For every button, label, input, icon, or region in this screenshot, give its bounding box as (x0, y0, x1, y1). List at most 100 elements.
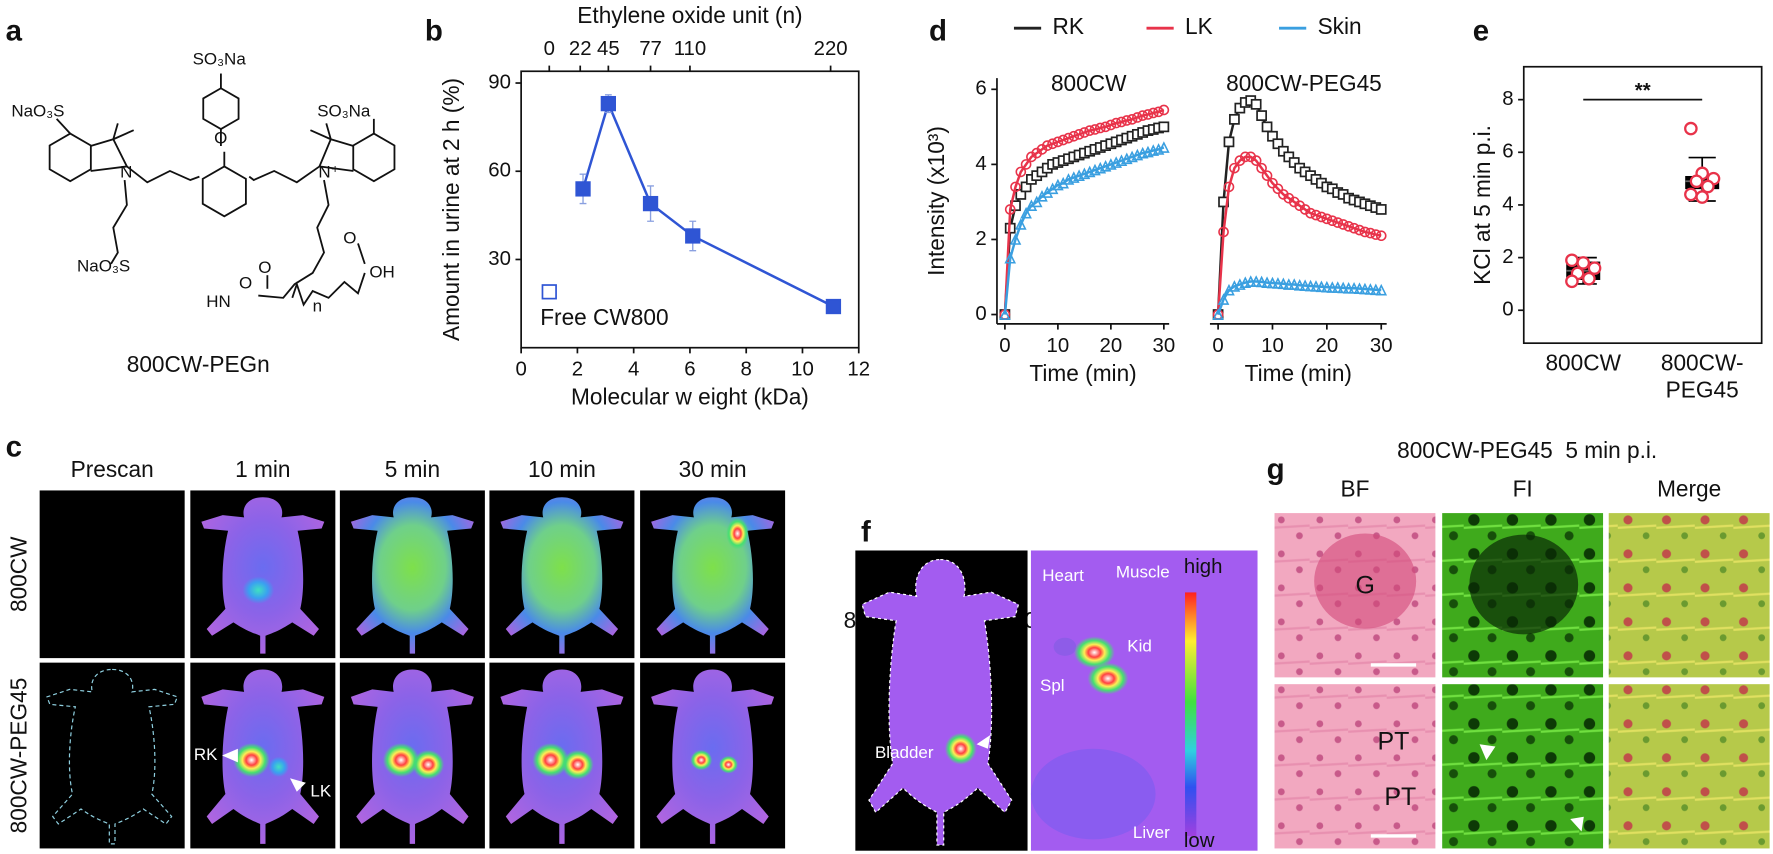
marker (1364, 283, 1377, 295)
marker (1014, 218, 1027, 230)
marker (1212, 308, 1224, 320)
colorbar (1185, 592, 1197, 836)
series-line (1003, 108, 1165, 315)
x-tick-label: 0 (515, 359, 526, 381)
marker (1250, 275, 1262, 287)
marker (1370, 229, 1382, 240)
micrograph (1274, 684, 1436, 849)
panel-label: f (861, 515, 871, 548)
y-tick-label: 8 (1502, 88, 1513, 110)
marker (1359, 226, 1371, 238)
organ-label: Muscle (1116, 563, 1170, 582)
organ-label: Bladder (875, 743, 934, 762)
marker (642, 195, 659, 212)
signal-spot (726, 517, 749, 550)
marker (1261, 276, 1273, 288)
organ (1030, 748, 1156, 840)
atom-label: N (120, 163, 132, 182)
organ-label: Kid (1127, 636, 1152, 655)
image-frame (39, 490, 185, 659)
bond-ring (201, 165, 247, 218)
marker (1217, 293, 1230, 305)
marker (1375, 230, 1387, 242)
x2-tick-label: 220 (814, 38, 848, 60)
row-label: 800CW-PEG45 (5, 678, 31, 834)
glomerulus (1469, 534, 1579, 635)
signal-spot (242, 576, 275, 604)
marker (1250, 98, 1262, 110)
x2-axis-label: Ethylene oxide unit (n) (577, 2, 802, 28)
marker (1229, 113, 1240, 125)
marker (1354, 224, 1365, 236)
colorbar-label: high (1184, 556, 1223, 578)
subplot-title: 800CW-PEG45 (1226, 70, 1382, 96)
marker (1282, 278, 1295, 290)
marker (1255, 275, 1268, 288)
data-point (1684, 121, 1698, 136)
marker (1261, 121, 1273, 133)
signal-spot (718, 755, 738, 774)
mouse-image (350, 497, 474, 654)
marker (1337, 219, 1349, 230)
data-point (1582, 271, 1596, 286)
legend-label: Skin (1318, 13, 1362, 39)
panel-label: d (929, 15, 947, 48)
signal-spot (561, 749, 594, 780)
marker (1321, 280, 1333, 293)
marker (1272, 277, 1284, 289)
marker (1057, 134, 1069, 146)
signal-spot (690, 749, 713, 771)
data-point (1695, 190, 1709, 204)
marker (1332, 217, 1344, 228)
atom-label: O (343, 228, 356, 247)
marker (1100, 121, 1111, 133)
series-line (1003, 146, 1165, 315)
column-header: Prescan (71, 456, 154, 482)
marker (1267, 177, 1278, 189)
marker (1369, 283, 1382, 296)
atom-label: N⁺ (318, 163, 339, 182)
marker (1304, 279, 1317, 292)
annotation: Free CW800 (540, 304, 668, 330)
marker (1073, 129, 1085, 140)
marker (1153, 106, 1164, 118)
column-header: BF (1340, 475, 1369, 501)
organ-label: LK (310, 781, 331, 800)
marker (1110, 117, 1122, 129)
structure-label: 800CW-PEGn (127, 351, 270, 377)
x-axis-label: Molecular w eight (kDa) (571, 384, 809, 410)
arrowhead (1570, 816, 1584, 832)
bond (112, 123, 135, 141)
arrowhead (976, 735, 991, 749)
series-line (1216, 280, 1382, 315)
legend-label: RK (1052, 13, 1083, 39)
marker (1342, 281, 1355, 294)
y-tick-label: 30 (488, 248, 511, 270)
marker (1310, 280, 1322, 292)
marker (1348, 222, 1360, 234)
atom-label: OH (369, 262, 394, 281)
x2-tick-label: 22 (569, 38, 592, 60)
marker (1004, 204, 1016, 215)
atom-label: NaO₃S (77, 257, 130, 276)
x-category-label: 800CW-PEG45 (1660, 351, 1744, 404)
atom-label: HN (206, 292, 231, 311)
marker (1020, 159, 1032, 170)
atom-label: NaO₃S (11, 102, 64, 121)
marker (1126, 114, 1138, 125)
data-point (1565, 274, 1579, 289)
marker (1293, 278, 1306, 291)
mouse-image (500, 497, 624, 654)
data-point (1576, 256, 1591, 270)
x-tick-label: 2 (572, 359, 583, 381)
marker (1375, 283, 1388, 296)
bond (258, 179, 330, 299)
category-label-box: 800CW (1545, 351, 1621, 376)
bond (310, 123, 332, 141)
marker (1321, 213, 1333, 225)
marker (600, 95, 616, 112)
plot-frame (1522, 65, 1763, 345)
mouse-image (47, 669, 177, 843)
marker (1063, 132, 1074, 144)
signal-spot (382, 743, 420, 778)
